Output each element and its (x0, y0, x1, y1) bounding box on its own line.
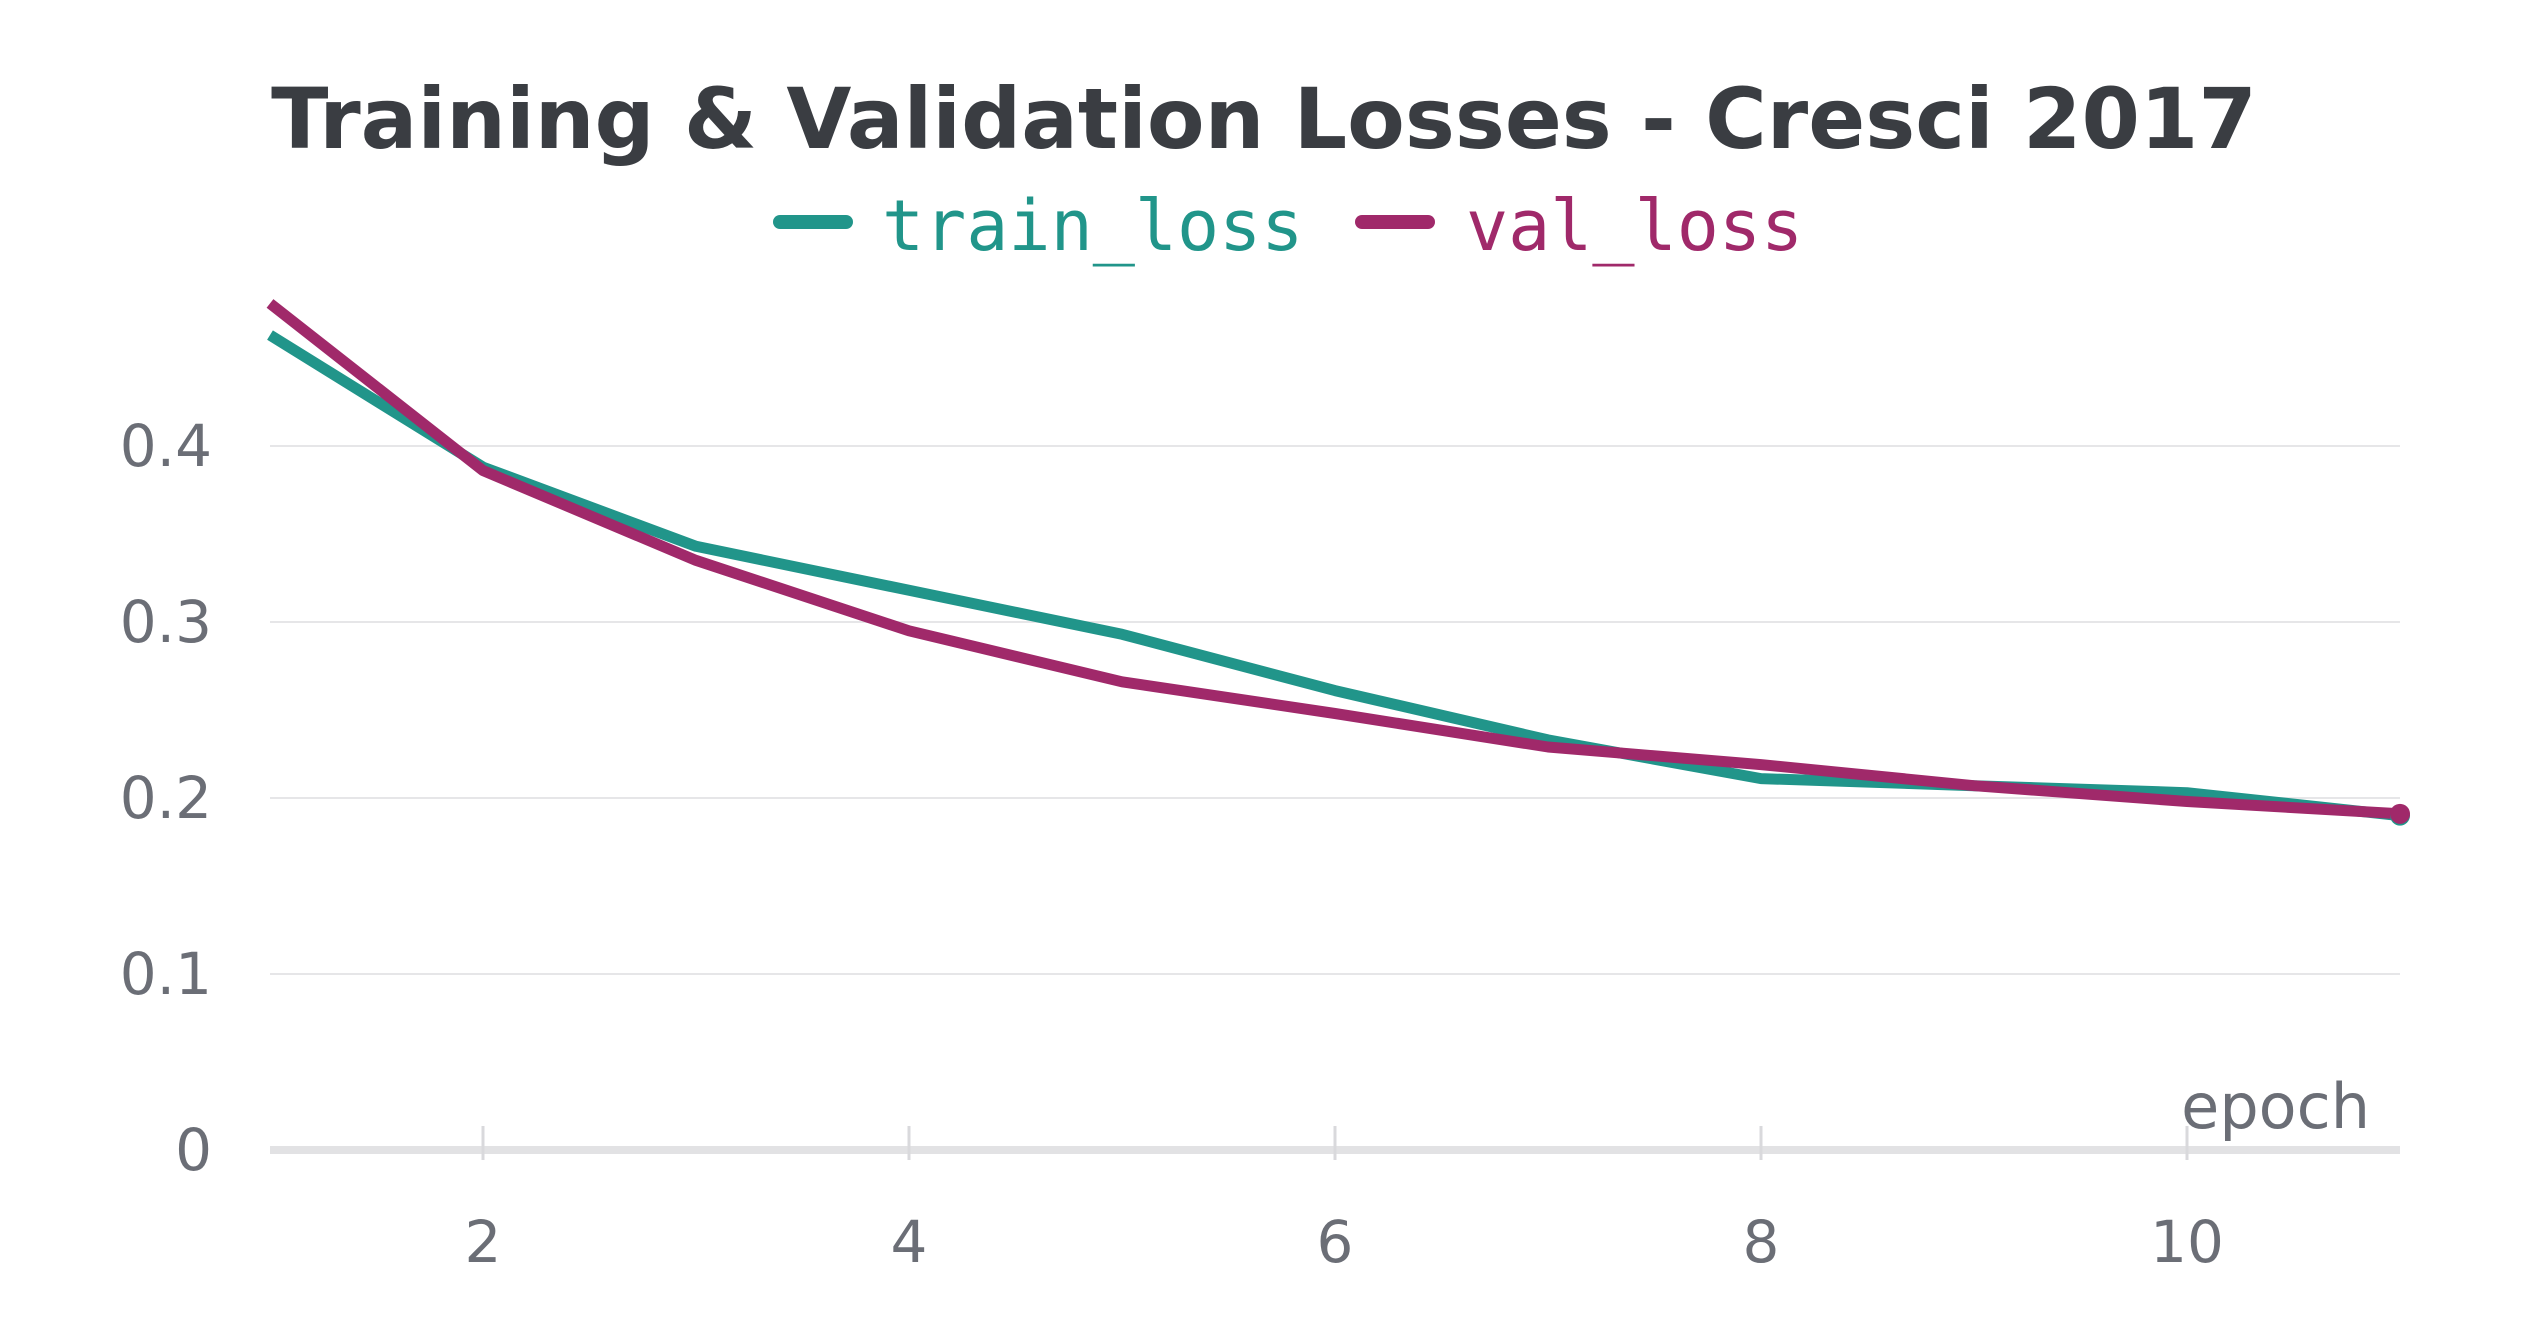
chart-legend: train_loss val_loss (773, 185, 1803, 267)
series-line-train-loss (267, 330, 2400, 822)
x-tick-label: 6 (1317, 1208, 1354, 1276)
legend-item-train-loss[interactable]: train_loss (773, 185, 1303, 267)
grid-lines (270, 445, 2400, 975)
x-axis-label: epoch (2181, 1070, 2370, 1143)
legend-label: val_loss (1466, 185, 1803, 267)
series-layer (266, 299, 2400, 822)
x-tick-label: 10 (2150, 1208, 2224, 1276)
x-tick-label: 4 (891, 1208, 928, 1276)
y-tick-label: 0 (175, 1116, 212, 1184)
x-tick-label: 8 (1743, 1208, 1780, 1276)
x-tick-label: 2 (465, 1208, 502, 1276)
y-tick-label: 0.3 (120, 588, 212, 656)
y-tick-label: 0.4 (120, 412, 212, 480)
chart-title: Training & Validation Losses - Cresci 20… (271, 70, 2257, 168)
series-end-marker-val-loss (2390, 803, 2410, 824)
y-tick-label: 0.2 (120, 764, 212, 832)
series-line-val-loss (266, 299, 2400, 820)
y-axis: 0 0.1 0.2 0.3 0.4 (120, 412, 212, 1184)
y-tick-label: 0.1 (120, 940, 212, 1008)
end-markers (2390, 803, 2410, 826)
x-axis: 2 4 6 8 10 (270, 1126, 2400, 1276)
legend-item-val-loss[interactable]: val_loss (1355, 185, 1803, 267)
legend-label: train_loss (882, 185, 1303, 267)
